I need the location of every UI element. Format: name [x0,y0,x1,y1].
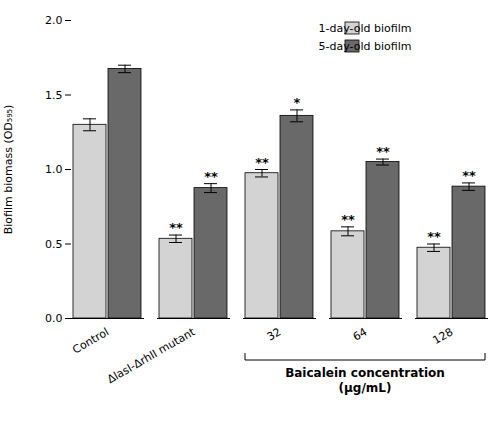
svg-text:Control: Control [70,325,111,356]
svg-text:0.5: 0.5 [45,238,63,251]
svg-text:Baicalein concentration(µg/mL): Baicalein concentration(µg/mL) [285,366,445,395]
svg-text:**: ** [376,144,390,159]
svg-text:32: 32 [265,325,284,343]
svg-text:1.0: 1.0 [45,163,63,176]
svg-text:**: ** [341,212,355,227]
svg-text:0.0: 0.0 [45,312,63,325]
svg-text:*: * [294,95,301,110]
svg-text:**: ** [255,155,269,170]
svg-text:**: ** [204,169,218,184]
svg-text:128: 128 [431,325,456,347]
svg-text:5-day-old biofilm: 5-day-old biofilm [319,40,412,53]
svg-text:64: 64 [351,325,370,343]
svg-text:2.0: 2.0 [45,14,63,27]
svg-text:**: ** [427,229,441,244]
svg-text:Biofilm biomass (OD₅₉₅): Biofilm biomass (OD₅₉₅) [2,105,15,235]
svg-text:**: ** [169,220,183,235]
svg-text:**: ** [462,168,476,183]
svg-text:ΔlasI-ΔrhII mutant: ΔlasI-ΔrhII mutant [105,325,198,386]
svg-text:1-day-old biofilm: 1-day-old biofilm [319,22,412,35]
svg-text:1.5: 1.5 [45,89,63,102]
